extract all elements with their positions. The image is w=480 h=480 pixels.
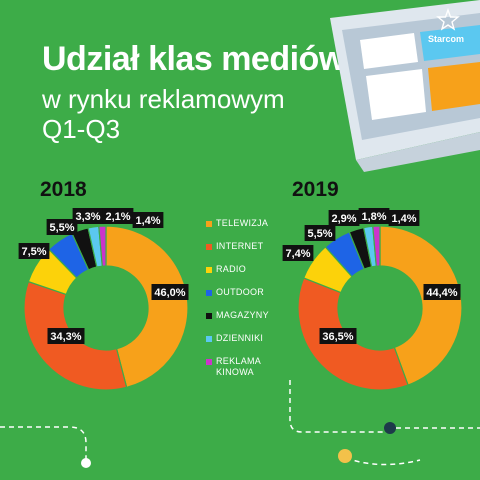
data-label-box	[18, 243, 50, 259]
data-label-box	[102, 208, 134, 224]
legend-label: INTERNET	[216, 241, 264, 251]
data-label: 2,9%	[328, 210, 360, 226]
data-label-box	[47, 328, 85, 344]
data-label-text: 36,5%	[322, 331, 353, 343]
data-label: 3,3%	[72, 208, 104, 224]
data-label-box	[319, 328, 357, 344]
data-label: 2,1%	[102, 208, 134, 224]
data-label-box	[46, 219, 78, 235]
legend-swatch	[206, 336, 212, 342]
decor-dot-white	[81, 458, 91, 468]
starcom-star-icon	[436, 7, 460, 31]
dashed-line-left	[0, 426, 87, 460]
data-label-text: 1,4%	[391, 213, 416, 225]
screen-panel-4	[428, 62, 480, 111]
legend-swatch	[206, 221, 212, 227]
monitor-base	[356, 132, 480, 172]
decor-dot-navy	[384, 422, 396, 434]
brand-name: Starcom	[428, 34, 465, 44]
dashed-line-bottom	[345, 457, 421, 466]
data-label: 46,0%	[151, 284, 189, 300]
legend-label: DZIENNIKI	[216, 333, 264, 343]
data-label-box	[304, 225, 336, 241]
donut-hole	[338, 266, 422, 350]
data-label: 7,4%	[282, 245, 314, 261]
data-label-box	[282, 245, 314, 261]
chart-title-2018: 2018	[40, 178, 87, 201]
data-label: 34,3%	[47, 328, 85, 344]
dashed-decoration	[0, 380, 480, 466]
legend-item: DZIENNIKI	[206, 333, 286, 356]
legend-swatch	[206, 313, 212, 319]
data-label-text: 2,9%	[331, 213, 356, 225]
data-label-text: 5,5%	[307, 228, 332, 240]
screen-panel-3	[366, 69, 426, 120]
data-label-box	[132, 212, 164, 228]
data-label-box	[151, 284, 189, 300]
chart-title-2019: 2019	[292, 178, 339, 201]
data-label: 5,5%	[304, 225, 336, 241]
legend-item: OUTDOOR	[206, 287, 286, 310]
data-label: 5,5%	[46, 219, 78, 235]
legend-item: REKLAMA KINOWA	[206, 356, 286, 379]
data-label: 7,5%	[18, 243, 50, 259]
legend-swatch	[206, 290, 212, 296]
page-title: Udział klas mediów	[42, 40, 345, 78]
data-label-box	[423, 284, 461, 300]
legend-item: INTERNET	[206, 241, 286, 264]
data-label: 1,8%	[358, 208, 390, 224]
legend-item: RADIO	[206, 264, 286, 287]
data-label: 1,4%	[132, 212, 164, 228]
data-label-text: 46,0%	[154, 287, 185, 299]
period-label: Q1-Q3	[42, 114, 121, 144]
data-label-text: 7,5%	[21, 246, 46, 258]
data-label-box	[72, 208, 104, 224]
data-label-text: 3,3%	[75, 211, 100, 223]
chart-legend: TELEWIZJA INTERNET RADIO OUTDOOR MAGAZYN…	[206, 218, 286, 379]
screen-panel-2	[420, 25, 480, 61]
screen-panel-1	[360, 33, 418, 69]
legend-swatch	[206, 244, 212, 250]
data-label-text: 1,4%	[135, 215, 160, 227]
legend-label: RADIO	[216, 264, 247, 274]
data-label: 36,5%	[319, 328, 357, 344]
donut-chart-2018: 46,0% 34,3% 7,5%5,5%3,3% 2,1% 1,4%	[18, 208, 189, 391]
legend-swatch	[206, 267, 212, 273]
data-label-text: 2,1%	[105, 211, 130, 223]
data-label-text: 44,4%	[426, 287, 457, 299]
data-label-text: 7,4%	[285, 248, 310, 260]
data-label: 44,4%	[423, 284, 461, 300]
legend-item: MAGAZYNY	[206, 310, 286, 333]
dashed-line-middle	[289, 380, 384, 433]
data-label-box	[358, 208, 390, 224]
data-label-box	[388, 210, 420, 226]
monitor-illustration	[330, 0, 480, 172]
page-subtitle: w rynku reklamowym	[42, 84, 285, 114]
donut-chart-2019: 44,4% 36,5% 7,4% 5,5% 2,9% 1,8% 1,4%	[282, 208, 463, 391]
legend-label: TELEWIZJA	[216, 218, 269, 228]
legend-label: OUTDOOR	[216, 287, 265, 297]
legend-swatch	[206, 359, 212, 365]
legend-item: TELEWIZJA	[206, 218, 286, 241]
data-label-text: 34,3%	[50, 331, 81, 343]
data-label-text: 5,5%	[49, 222, 74, 234]
data-label: 1,4%	[388, 210, 420, 226]
data-label-box	[328, 210, 360, 226]
data-label-text: 1,8%	[361, 211, 386, 223]
legend-label: REKLAMA KINOWA	[216, 356, 261, 377]
legend-label: MAGAZYNY	[216, 310, 269, 320]
decor-dot-yellow	[338, 449, 352, 463]
donut-hole	[64, 266, 148, 350]
